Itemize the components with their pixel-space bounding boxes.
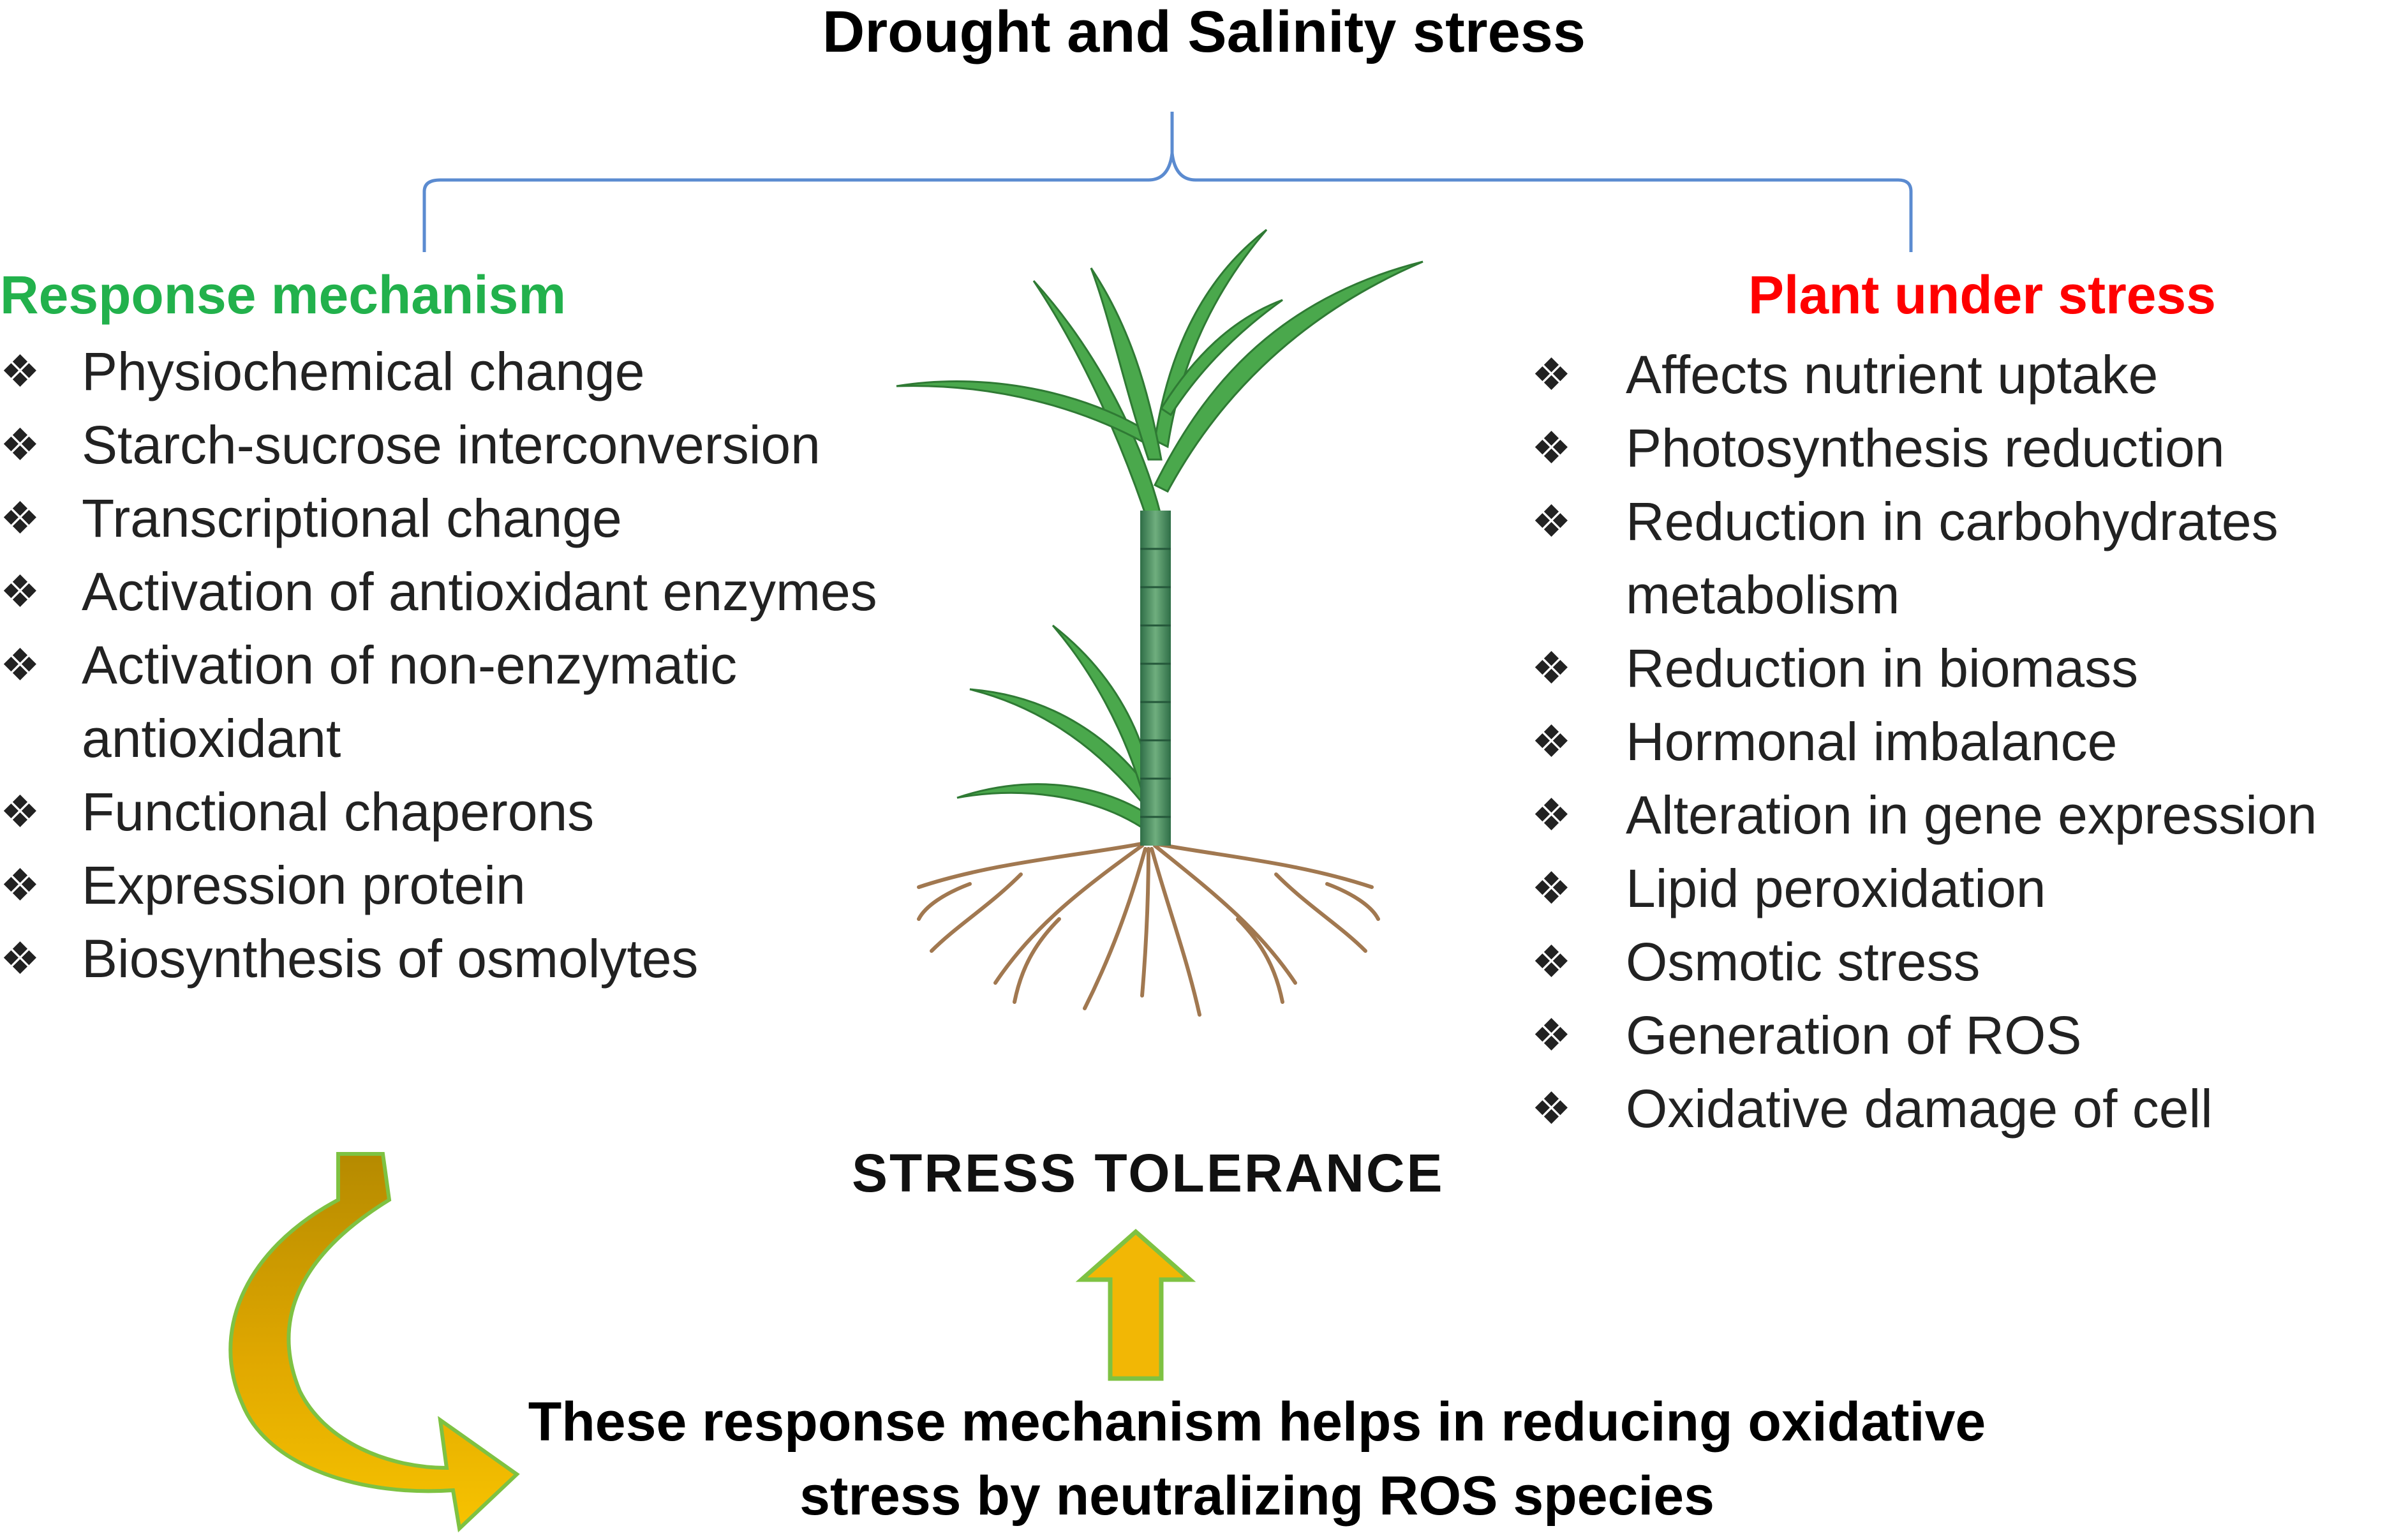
- list-item: ❖ Lipid peroxidation: [1531, 852, 2408, 925]
- list-item: ❖ Activation of non-enzymatic antioxidant: [0, 629, 924, 775]
- list-item: ❖ Functional chaperons: [0, 775, 924, 849]
- plant-roots: [917, 841, 1380, 1017]
- diamond-bullet-icon: ❖: [0, 493, 40, 543]
- diamond-bullet-icon: ❖: [1531, 790, 1572, 840]
- response-mechanism-heading: Response mechanism: [0, 265, 567, 325]
- diamond-bullet-icon: ❖: [1531, 643, 1572, 693]
- diamond-bullet-icon: ❖: [0, 347, 40, 396]
- diamond-bullet-icon: ❖: [1531, 497, 1572, 546]
- diamond-bullet-icon: ❖: [1531, 350, 1572, 400]
- list-item: ❖ Affects nutrient uptake: [1531, 338, 2408, 412]
- list-item: ❖ Hormonal imbalance: [1531, 705, 2408, 779]
- diamond-bullet-icon: ❖: [0, 934, 40, 983]
- diamond-bullet-icon: ❖: [0, 787, 40, 837]
- diamond-bullet-icon: ❖: [1531, 717, 1572, 766]
- list-item: ❖ Osmotic stress: [1531, 925, 2408, 999]
- list-item: ❖ Photosynthesis reduction: [1531, 412, 2408, 485]
- list-item: ❖ Alteration in gene expression: [1531, 779, 2408, 852]
- list-item: ❖ Activation of antioxidant enzymes: [0, 555, 924, 629]
- diamond-bullet-icon: ❖: [0, 860, 40, 910]
- plant-stem: [1140, 511, 1171, 846]
- response-mechanism-list: ❖ Physiochemical change ❖ Starch-sucrose i…: [0, 335, 924, 996]
- top-brace: [422, 112, 1913, 252]
- diamond-bullet-icon: ❖: [1531, 423, 1572, 473]
- diamond-bullet-icon: ❖: [1531, 864, 1572, 913]
- diamond-bullet-icon: ❖: [1531, 937, 1572, 987]
- list-item: ❖ Transcriptional change: [0, 482, 924, 555]
- diamond-bullet-icon: ❖: [0, 420, 40, 470]
- up-arrow: [1075, 1229, 1196, 1381]
- diamond-bullet-icon: ❖: [0, 567, 40, 617]
- list-item: ❖ Expression protein: [0, 849, 924, 922]
- list-item: ❖ Starch-sucrose interconversion: [0, 408, 924, 482]
- list-item: ❖ Reduction in biomass: [1531, 632, 2408, 705]
- list-item: ❖ Oxidative damage of cell: [1531, 1072, 2408, 1146]
- diagram-title: Drought and Salinity stress: [822, 0, 1586, 64]
- conclusion-text: These response mechanism helps in reduci…: [528, 1391, 1986, 1527]
- list-item: ❖ Biosynthesis of osmolytes: [0, 922, 924, 996]
- list-item: ❖ Reduction in carbohydrates metabolism: [1531, 485, 2408, 632]
- curved-arrow: [228, 1152, 520, 1532]
- diamond-bullet-icon: ❖: [1531, 1010, 1572, 1060]
- stress-tolerance-label: STRESS TOLERANCE: [852, 1143, 1445, 1203]
- list-item: ❖ Generation of ROS: [1531, 999, 2408, 1072]
- diamond-bullet-icon: ❖: [0, 640, 40, 690]
- list-item: ❖ Physiochemical change: [0, 335, 924, 408]
- plant-under-stress-list: ❖ Affects nutrient uptake ❖ Photosynthesis…: [1531, 338, 2408, 1146]
- diamond-bullet-icon: ❖: [1531, 1084, 1572, 1133]
- plant-under-stress-heading: Plant under stress: [1748, 265, 2216, 325]
